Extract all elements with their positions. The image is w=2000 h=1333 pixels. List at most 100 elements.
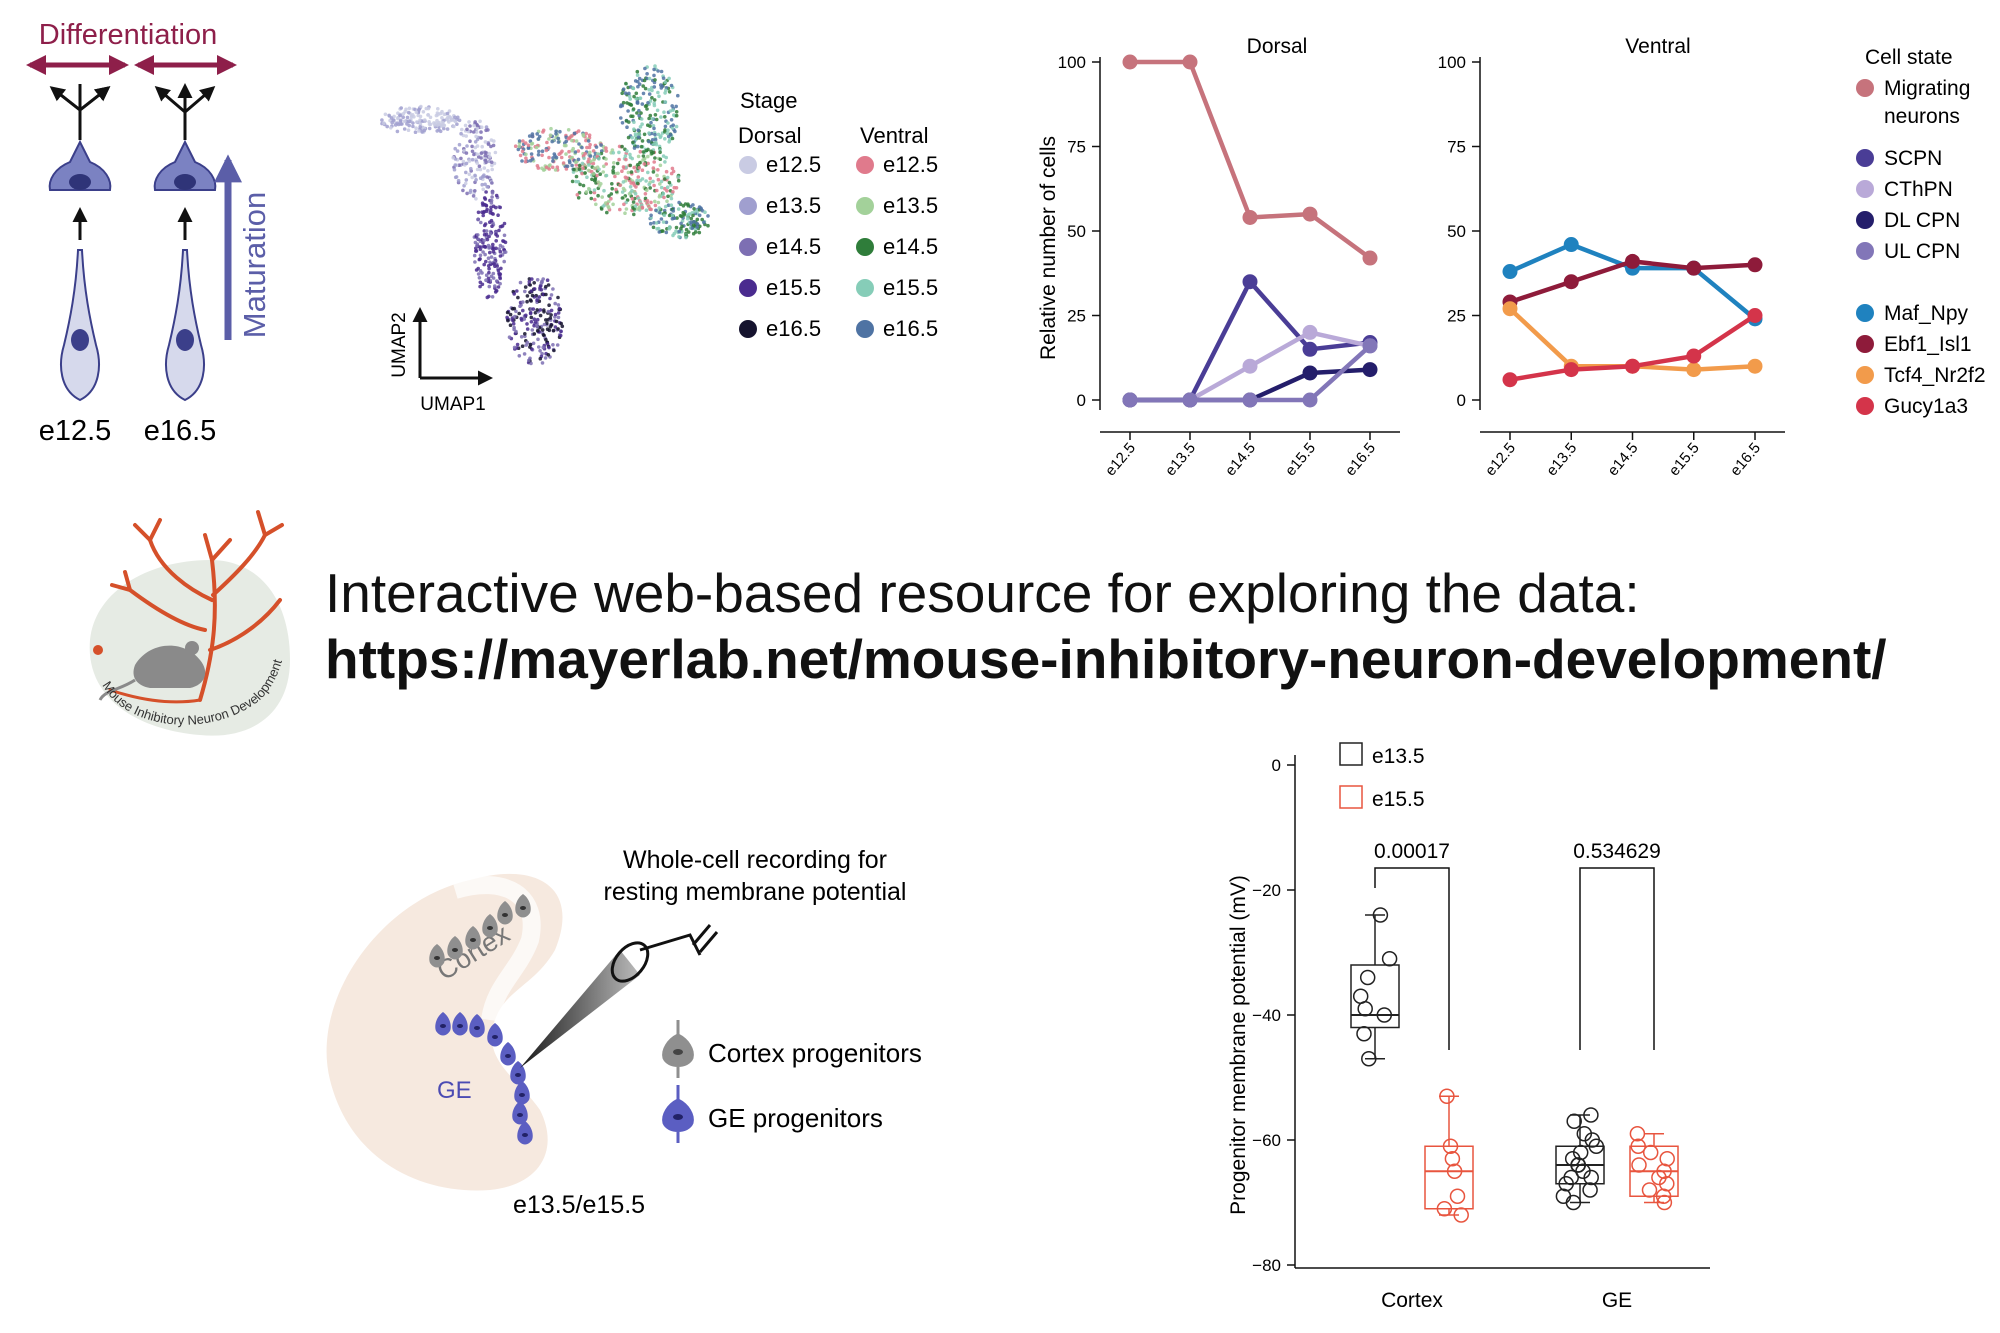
umap-cell-point [532,287,537,291]
umap-cell-point [521,139,525,143]
umap-cell-point [482,166,487,170]
p-value-label: 0.534629 [1573,840,1661,863]
umap-cell-point [502,259,507,264]
umap-cell-point [635,111,639,115]
umap-cell-point [629,170,634,174]
umap-cell-point [573,150,578,154]
data-point [1122,54,1138,70]
cell-state-legend-dot [1856,79,1874,97]
resource-url-link[interactable]: https://mayerlab.net/mouse-inhibitory-ne… [325,628,1887,690]
umap-cell-point [396,111,400,115]
umap-cell-point [457,142,462,147]
data-point [1686,362,1702,378]
umap-cell-point [488,250,492,255]
umap-legend-label: e14.5 [766,234,821,259]
umap-cell-point [538,313,543,318]
umap-cell-point [700,217,704,222]
umap-cell-point [546,353,551,357]
data-point [1242,274,1258,290]
umap-cell-point [665,185,670,189]
umap-cell-point [581,183,586,188]
umap-cell-point [479,130,483,134]
umap-cell-point [663,177,667,181]
umap-cell-point [647,76,652,81]
umap-cell-point [476,210,481,215]
umap-cell-point [487,284,492,289]
umap-cell-point [577,167,582,171]
umap-cell-point [483,222,488,226]
umap-cell-point [518,304,522,309]
umap-cell-point [528,311,533,316]
umap-cell-point [590,177,594,182]
umap-cell-point [493,284,497,288]
umap-cell-point [478,253,483,258]
umap-cell-point [551,156,555,160]
umap-cell-point [551,343,555,347]
umap-cell-point [406,128,411,132]
umap-cell-point [663,80,668,84]
umap-legend-label: e12.5 [883,152,938,177]
umap-cell-point [556,311,561,315]
umap-cell-point [436,112,440,117]
umap-cell-point [606,204,610,208]
umap-cell-point [568,135,572,140]
umap-legend-title: Stage [740,88,798,113]
umap-cell-point [638,178,642,183]
cell-state-legend-dot [1856,397,1874,415]
umap-cell-point [482,238,486,243]
umap-cell-point [489,255,494,259]
umap-cell-point [405,115,410,120]
umap-cell-point [664,230,669,235]
y-tick-label: 25 [1447,307,1466,326]
umap-cell-point [560,324,565,329]
umap-cell-point [640,122,644,126]
umap-cell-point [706,223,710,228]
umap-cell-point [484,209,489,213]
umap-cell-point [656,177,661,182]
umap-cell-point [407,106,412,111]
umap-cell-point [630,196,635,201]
umap-legend-ventral: Ventral [860,123,929,148]
cell-state-legend-dot [1856,335,1874,353]
umap-cell-point [637,132,641,136]
umap-cell-point [623,91,628,95]
umap-cell-point [553,312,558,317]
umap-cell-point [661,229,665,233]
umap-cell-point [564,167,569,171]
umap-cell-point [618,104,623,109]
ge-progenitor-cell [487,1023,503,1047]
umap-cell-point [653,78,657,82]
umap-cell-point [626,135,631,140]
umap-cell-point [680,224,684,229]
y-tick-label: 100 [1058,53,1086,72]
umap-cell-point [525,340,530,345]
umap-cell-point [620,190,625,194]
umap-cell-point [574,139,579,143]
umap-cell-point [636,84,640,89]
y-tick-label: −80 [1252,1256,1281,1275]
umap-cell-point [525,299,529,304]
umap-cell-point [559,321,563,326]
umap-cell-point [562,143,567,148]
stage-label-e16: e16.5 [144,415,217,447]
umap-cell-point [411,124,415,129]
significance-bracket [1579,867,1655,1050]
umap-cell-point [476,217,480,222]
cell-state-legend-label: UL CPN [1884,240,1960,263]
umap-cell-point [474,130,479,134]
y-tick-label: 25 [1067,307,1086,326]
umap-cell-point [631,86,635,90]
umap-cell-point [542,322,547,327]
umap-cell-point [574,179,578,184]
umap-cell-point [664,169,669,174]
umap-cell-point [513,314,517,319]
cell-state-legend-label: CThPN [1884,178,1953,201]
umap-cell-point [659,69,664,74]
umap-cell-point [476,272,481,276]
umap-cell-point [447,114,452,119]
umap-cell-point [449,118,454,123]
umap-cell-point [498,281,502,286]
umap-cell-point [529,152,534,156]
umap-cell-point [540,166,544,171]
box-iqr [1424,1145,1474,1210]
